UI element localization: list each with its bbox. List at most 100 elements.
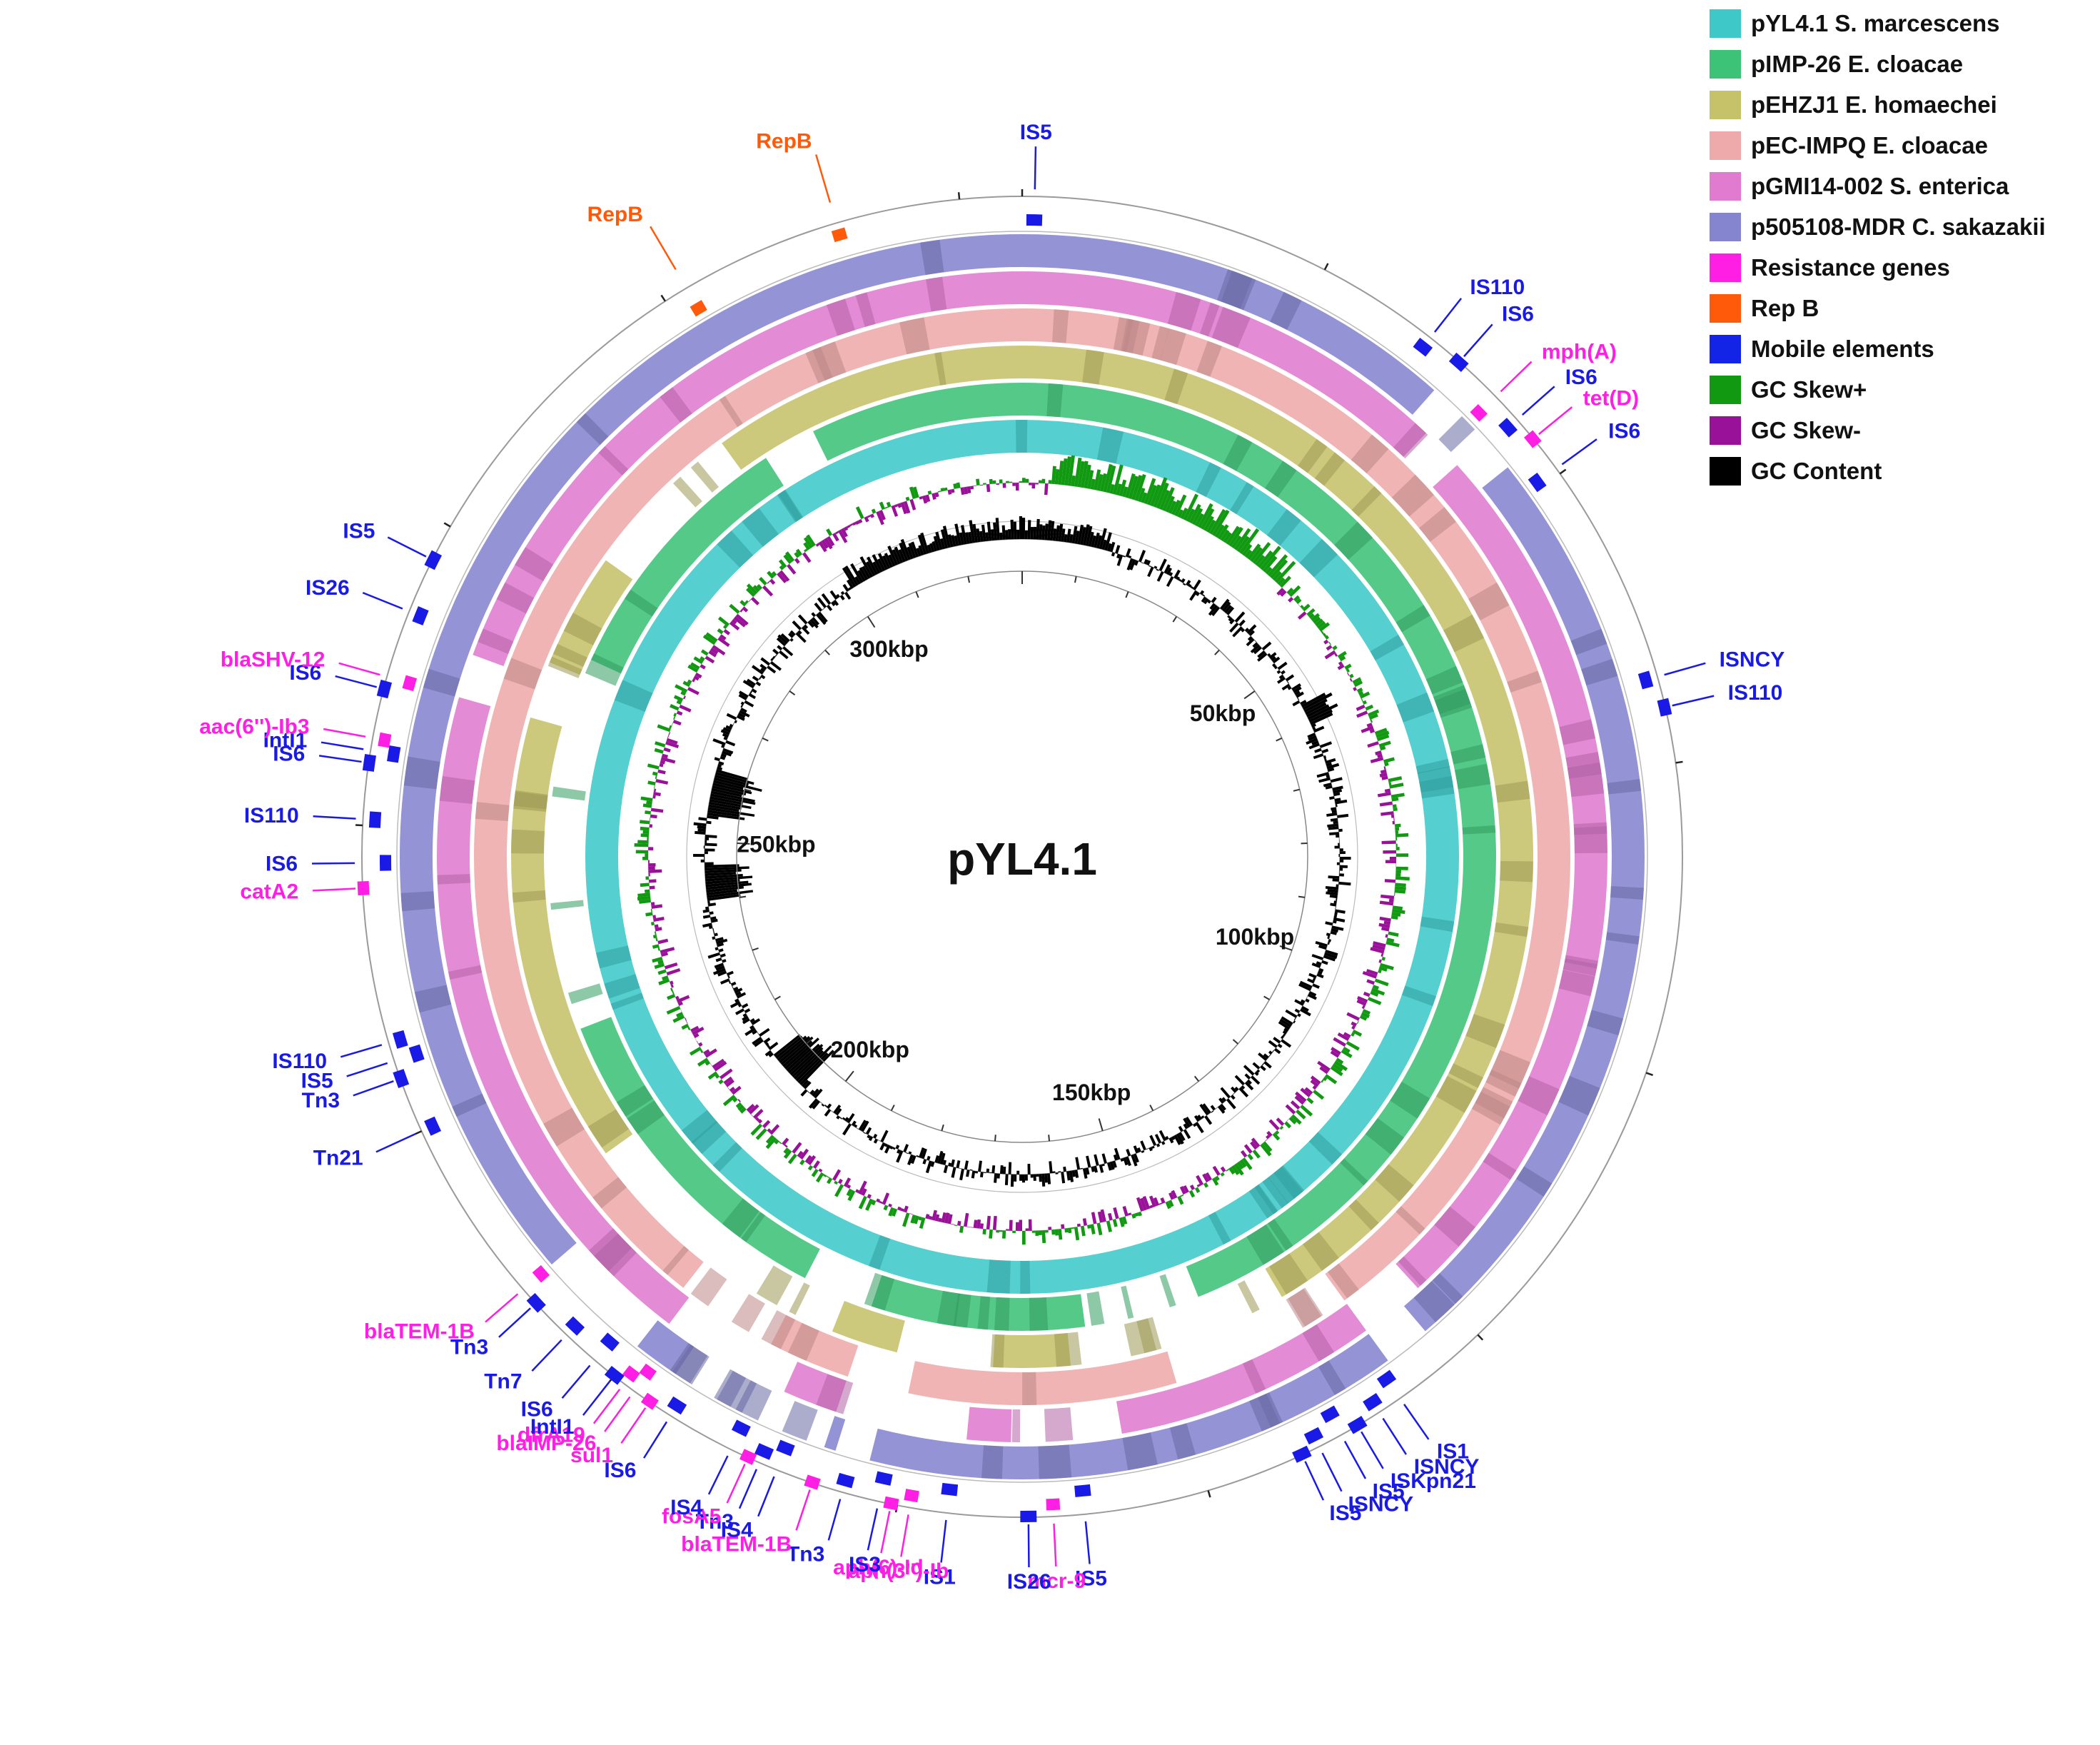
gc-content-bar — [868, 1136, 874, 1142]
ring-band-darker — [1435, 1075, 1477, 1113]
gc-content-bar — [707, 807, 755, 817]
mobile-element-label: Tn3 — [450, 1335, 488, 1359]
scale-tick — [752, 947, 759, 951]
ring-band-darker — [1454, 763, 1491, 790]
gc-content-bar — [714, 962, 724, 969]
gc-content-bar — [1272, 663, 1276, 668]
gc-content-bar — [795, 1045, 832, 1082]
gc-content-bar — [907, 1154, 914, 1165]
ring-band — [908, 1351, 1177, 1406]
gc-skew-bar — [717, 628, 724, 635]
gc-skew-bar — [947, 1214, 953, 1224]
mobile-element-block — [667, 1396, 687, 1415]
legend-label: pEC-IMPQ E. cloacae — [1751, 131, 1988, 159]
gc-skew-bar — [650, 808, 664, 813]
gc-skew-bar — [964, 1212, 969, 1227]
gc-content-bar — [1136, 1147, 1141, 1153]
scale-tick — [1098, 1118, 1104, 1132]
gc-skew-bar — [1308, 613, 1315, 619]
gc-skew-bar — [739, 608, 744, 613]
gc-content-bar — [1208, 604, 1218, 616]
gc-content-bar — [1330, 777, 1343, 783]
gc-skew-bar — [1260, 545, 1281, 570]
gc-content-bar — [1281, 683, 1291, 691]
comparison-rings — [361, 196, 1683, 1518]
gc-skew-bar — [1383, 766, 1386, 770]
gc-skew-bar — [1306, 1097, 1314, 1105]
gc-content-bar — [755, 681, 762, 687]
gc-skew-bar — [882, 1192, 890, 1205]
gc-skew-bar — [897, 1206, 902, 1211]
gc-content-bar — [1229, 622, 1239, 633]
gc-content-bar — [706, 889, 737, 896]
gc-content-bar — [712, 927, 715, 931]
gc-skew-bar — [1067, 455, 1075, 486]
gc-skew-bar — [778, 1141, 782, 1145]
callout-line — [362, 592, 403, 610]
gc-skew-bar — [1168, 1192, 1175, 1200]
gc-content-bar — [819, 1102, 823, 1104]
gc-skew-bar — [787, 1153, 797, 1165]
gc-skew-bar — [1223, 532, 1232, 543]
gc-content-bar — [1010, 1174, 1014, 1187]
ring-band — [832, 1301, 905, 1353]
gc-content-bar — [888, 554, 896, 567]
gc-content-bar — [788, 632, 794, 638]
gc-content-bar — [1339, 873, 1344, 877]
gc-skew-bar — [648, 872, 650, 877]
gc-content-bar — [748, 693, 757, 700]
gc-content-bar — [1146, 1148, 1149, 1150]
gc-content-bar — [892, 1147, 896, 1150]
gc-skew-bar — [660, 760, 666, 765]
ring-band-darker — [1169, 1423, 1196, 1460]
gc-skew-bar — [903, 501, 911, 514]
gc-skew-bar — [1097, 1211, 1104, 1223]
ring-band — [722, 346, 1022, 470]
gc-skew-bar — [771, 570, 777, 577]
gc-content-bar — [768, 1042, 779, 1050]
gc-content-bar — [1238, 1087, 1249, 1097]
gc-content-bar — [1141, 562, 1144, 564]
gc-skew-bar — [1001, 1230, 1006, 1239]
kbp-label: 200kbp — [831, 1037, 909, 1062]
mobile-element-block — [380, 855, 392, 871]
gc-content-bar — [1339, 851, 1346, 855]
gc-content-bar — [1325, 921, 1333, 926]
mobile-element-block — [754, 1443, 774, 1460]
gc-content-bar — [872, 554, 883, 573]
gc-content-bar — [725, 740, 736, 747]
gc-content-bar — [1094, 1154, 1099, 1166]
ring-band-darker — [1308, 1132, 1343, 1165]
gc-skew-bar — [650, 921, 655, 926]
gc-content-bar — [1226, 1098, 1236, 1110]
gc-skew-bar — [1381, 957, 1385, 961]
ring-band-darker — [1200, 302, 1220, 337]
gc-skew-bar — [1359, 691, 1370, 699]
gc-content-bar — [751, 688, 757, 694]
gc-skew-bar — [722, 1095, 736, 1107]
gc-content-bar — [742, 1015, 749, 1022]
callout-line — [531, 1339, 562, 1372]
gc-skew-bar — [640, 833, 649, 838]
gc-content-bar — [760, 674, 766, 680]
callout-line — [726, 1463, 746, 1504]
ring-band — [993, 1332, 1071, 1368]
gc-skew-bar — [1149, 1205, 1154, 1209]
gc-content-bar — [1113, 1154, 1118, 1161]
gc-skew-bar — [1168, 1200, 1174, 1207]
gc-content-bar — [784, 1037, 819, 1070]
gc-content-bar — [1126, 1149, 1131, 1157]
gc-skew-bar — [655, 927, 662, 932]
gc-skew-bar — [672, 990, 675, 995]
mobile-element-block — [731, 1419, 751, 1437]
gc-content-bar — [729, 723, 734, 728]
gc-skew-bar — [1380, 811, 1394, 816]
gc-skew-bar — [753, 1109, 764, 1120]
gc-skew-bar — [1252, 542, 1271, 564]
gc-content-bar — [1318, 970, 1323, 975]
scale-tick — [737, 842, 750, 845]
gc-skew-bar — [1392, 804, 1397, 808]
gc-content-bar — [1323, 955, 1336, 962]
gc-content-bar — [1301, 693, 1326, 708]
gc-content-bar — [839, 595, 845, 600]
